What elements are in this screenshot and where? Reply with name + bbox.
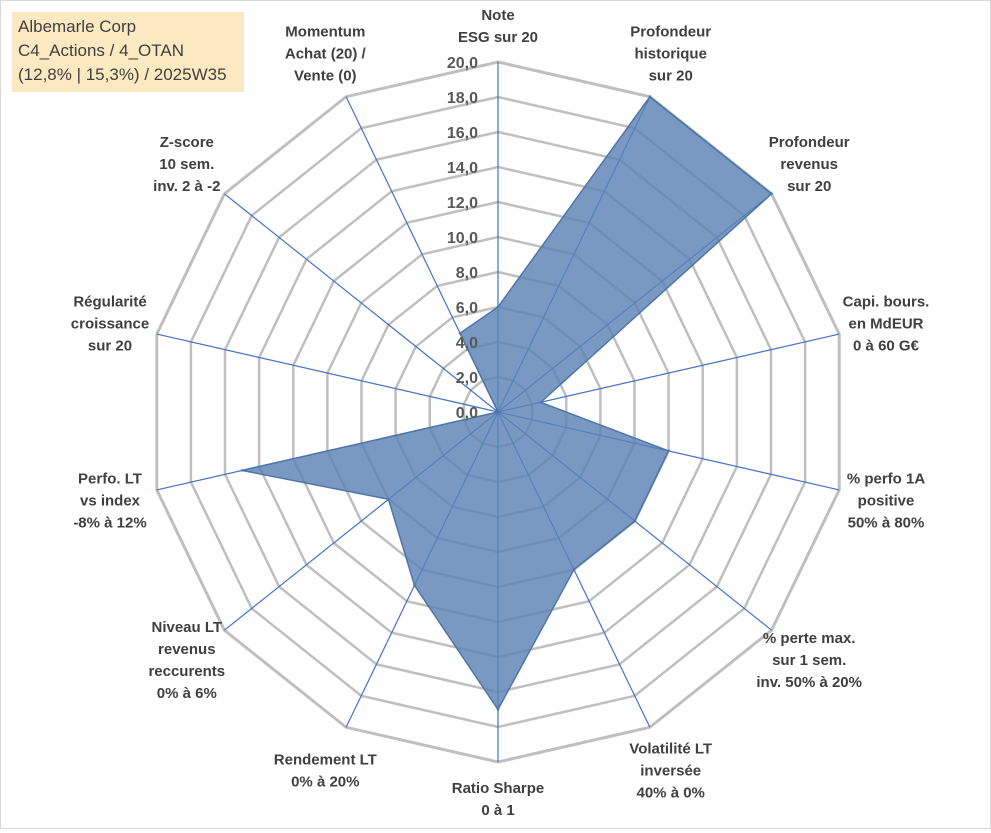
axis-label: Niveau LT revenus reccurents 0% à 6%: [148, 619, 225, 702]
axis-spoke: [156, 333, 499, 413]
axis-label-line: Perfo. LT: [78, 471, 142, 488]
axis-label-line: Note: [481, 7, 514, 24]
axis-label: Note ESG sur 20: [458, 7, 538, 46]
tick-label: 8,0: [456, 265, 478, 282]
series-area: [241, 95, 773, 711]
axis-label-line: Z-score: [160, 134, 214, 151]
axis-label-line: 0% à 6%: [157, 685, 217, 702]
data-point: [387, 497, 390, 501]
axis-label-line: Volatilité LT: [629, 741, 712, 758]
company-name: Albemarle Corp: [18, 17, 137, 36]
axis-label-line: 10 sem.: [159, 156, 214, 173]
data-point: [648, 95, 652, 99]
tick-label: 12,0: [447, 195, 478, 212]
data-point: [770, 192, 774, 196]
axis-label: Momentum Achat (20) / Vente (0): [285, 23, 367, 84]
axis-label-line: 0 à 60 G€: [853, 337, 920, 354]
axis-label-line: 0% à 20%: [291, 774, 359, 791]
axis-label-line: inv. 2 à -2: [153, 178, 220, 195]
axis-label-line: sur 20: [649, 67, 693, 84]
radar-tick-labels: 0,0 2,0 4,0 6,0 8,0 10,0 12,0 14,0 16,0 18,0 20,0: [447, 55, 478, 422]
data-point: [572, 568, 576, 572]
axis-label-line: vs index: [80, 493, 141, 510]
axis-label-line: Momentum: [285, 23, 365, 40]
axis-label-line: % perfo 1A: [847, 471, 926, 488]
axis-label-line: croissance: [71, 315, 149, 332]
data-point: [496, 410, 500, 414]
axis-label-line: revenus: [780, 156, 838, 173]
tick-label: 20,0: [447, 55, 478, 72]
data-point: [496, 708, 500, 711]
info-box: Albemarle Corp C4_Actions / 4_OTAN (12,8…: [12, 12, 244, 92]
stats-week: (12,8% | 15,3%) / 2025W35: [18, 65, 227, 84]
tick-label: 2,0: [456, 370, 478, 387]
data-point: [413, 583, 416, 587]
tick-label: 0,0: [456, 405, 478, 422]
axis-label-line: ESG sur 20: [458, 29, 538, 46]
axis-label-line: en MdEUR: [849, 315, 924, 332]
axis-label: Profondeur historique sur 20: [630, 23, 711, 84]
axis-spoke: [224, 193, 499, 413]
axis-label-line: 50% à 80%: [848, 515, 925, 532]
axis-label: Z-score 10 sem. inv. 2 à -2: [153, 134, 220, 195]
data-point: [496, 305, 500, 309]
axis-label: % perfo 1A positive 50% à 80%: [847, 471, 926, 532]
data-point: [633, 519, 637, 523]
axis-label-line: Ratio Sharpe: [452, 780, 545, 797]
axis-label-line: positive: [858, 493, 915, 510]
axis-label-line: inv. 50% à 20%: [756, 674, 862, 691]
axis-label: Ratio Sharpe 0 à 1: [452, 780, 545, 819]
axis-label-line: Capi. bours.: [843, 293, 930, 310]
data-point: [458, 331, 462, 335]
axis-label: Perfo. LT vs index -8% à 12%: [73, 471, 146, 532]
axis-label-line: revenus: [158, 641, 216, 658]
axis-label-line: Profondeur: [769, 134, 850, 151]
axis-label-line: 40% à 0%: [637, 785, 705, 802]
axis-label-line: inversée: [640, 763, 701, 780]
tick-label: 10,0: [447, 230, 478, 247]
axis-label-line: Rendement LT: [274, 752, 377, 769]
axis-label-line: Vente (0): [294, 67, 357, 84]
radar-series: [240, 95, 774, 711]
axis-label: Profondeur revenus sur 20: [769, 134, 850, 195]
axis-label-line: reccurents: [148, 663, 225, 680]
data-point: [240, 468, 244, 472]
axis-label-line: 0 à 1: [481, 802, 514, 819]
axis-label-line: Niveau LT: [152, 619, 223, 636]
axis-label-line: % perte max.: [763, 630, 856, 647]
axis-label: Volatilité LT inversée 40% à 0%: [629, 741, 712, 802]
tick-label: 14,0: [447, 160, 478, 177]
axis-spoke: [497, 333, 840, 413]
data-point: [539, 400, 543, 404]
axis-label-line: historique: [634, 45, 707, 62]
tick-label: 16,0: [447, 125, 478, 142]
portfolio-category: C4_Actions / 4_OTAN: [18, 41, 184, 60]
axis-label-line: -8% à 12%: [73, 515, 146, 532]
tick-label: 18,0: [447, 90, 478, 107]
axis-label: % perte max. sur 1 sem. inv. 50% à 20%: [756, 630, 862, 691]
radar-axis-labels: Note ESG sur 20 Profondeur historique sur 20…: [71, 7, 930, 819]
tick-label: 4,0: [456, 335, 478, 352]
axis-label-line: sur 20: [88, 337, 132, 354]
axis-label-line: Régularité: [73, 293, 146, 310]
data-point: [667, 449, 671, 453]
axis-label: Régularité croissance sur 20: [71, 293, 149, 354]
axis-label-line: sur 1 sem.: [772, 652, 846, 669]
axis-label-line: sur 20: [787, 178, 831, 195]
tick-label: 6,0: [456, 300, 478, 317]
axis-label: Rendement LT 0% à 20%: [274, 752, 377, 791]
axis-label-line: Profondeur: [630, 23, 711, 40]
axis-label: Capi. bours. en MdEUR 0 à 60 G€: [843, 293, 930, 354]
axis-label-line: Achat (20) /: [285, 45, 367, 62]
